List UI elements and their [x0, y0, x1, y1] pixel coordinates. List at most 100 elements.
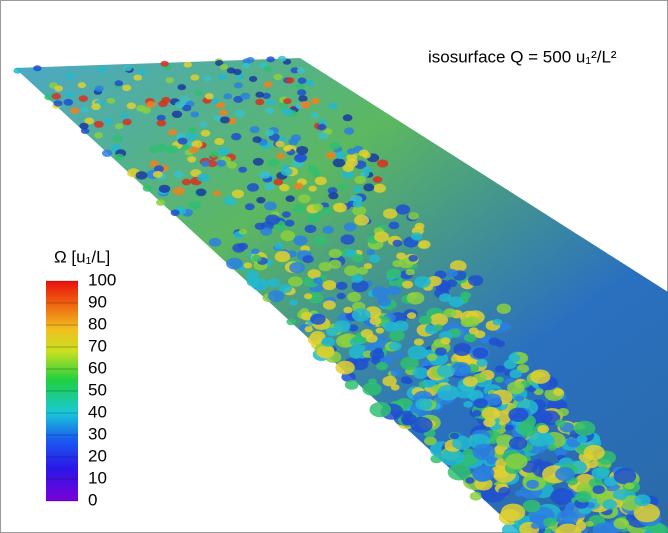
vortex	[352, 186, 362, 193]
vortex	[336, 292, 346, 300]
vortex	[392, 260, 403, 268]
vortex	[210, 97, 220, 105]
vortex	[344, 380, 359, 390]
vortex	[488, 337, 500, 346]
vortex	[262, 92, 271, 99]
vortex	[160, 60, 169, 67]
vortex	[448, 296, 464, 308]
colorbar-tick-label: 70	[88, 336, 107, 355]
vortex	[289, 262, 305, 274]
colorbar-tick-label: 20	[88, 446, 107, 465]
vortex	[275, 140, 285, 148]
vortex	[174, 101, 185, 108]
vortex	[449, 432, 460, 440]
vortex	[255, 91, 264, 98]
vortex	[452, 435, 472, 450]
vortex	[348, 324, 359, 332]
vortex	[278, 283, 292, 294]
vortex	[347, 292, 362, 302]
vortex	[377, 159, 389, 168]
vortex	[234, 109, 246, 118]
vortex	[316, 345, 335, 359]
vortex	[152, 170, 163, 178]
vortex	[285, 77, 295, 84]
vortex	[53, 100, 63, 107]
vortex	[290, 134, 302, 142]
vortex	[123, 65, 132, 72]
vortex	[97, 66, 107, 73]
vortex	[550, 488, 575, 505]
vortex	[165, 77, 174, 84]
vortex	[406, 312, 417, 319]
vortex	[54, 85, 63, 92]
colorbar-ticks: 0 10 20 30 40 50 60 70 80 90 100	[46, 270, 116, 509]
vortex	[474, 330, 486, 339]
vortex	[508, 436, 528, 450]
vortex	[406, 291, 425, 305]
vortex	[240, 92, 251, 100]
vortex	[437, 384, 460, 401]
vortex	[314, 176, 327, 186]
vortex	[369, 401, 392, 418]
vortex	[242, 58, 251, 65]
vortex	[342, 114, 353, 122]
vortex	[422, 378, 437, 388]
vortex	[362, 382, 382, 396]
vortex	[226, 257, 243, 270]
vortex	[376, 361, 388, 371]
vortex	[335, 151, 347, 160]
vortex	[344, 265, 359, 277]
vortex	[304, 326, 313, 333]
vortex	[318, 261, 332, 272]
colorbar-tick-label: 90	[88, 292, 107, 311]
vortex	[366, 334, 378, 343]
vortex	[530, 369, 551, 384]
vortex	[195, 188, 207, 197]
vortex	[241, 62, 251, 69]
vortex	[351, 308, 371, 322]
vortex	[114, 153, 124, 161]
vortex	[325, 151, 336, 160]
vortex	[273, 73, 283, 81]
vortex	[220, 116, 230, 124]
vortex	[126, 102, 136, 110]
vortex	[351, 274, 363, 283]
vortex	[267, 278, 281, 288]
vortex	[555, 467, 575, 482]
vortex	[446, 269, 458, 278]
vortex	[509, 369, 522, 379]
vortex	[171, 110, 183, 119]
vortex	[390, 368, 402, 377]
vortex	[201, 160, 210, 167]
vortex	[190, 74, 200, 81]
vortex	[106, 97, 116, 104]
vortex	[313, 236, 327, 246]
vortex	[308, 185, 317, 192]
vortex	[282, 107, 293, 116]
vortex	[80, 106, 89, 113]
vortex	[557, 408, 569, 417]
vortex	[219, 64, 229, 71]
vortex	[526, 479, 539, 489]
vortex	[543, 517, 557, 527]
vortex	[266, 56, 275, 63]
vortex	[213, 114, 222, 121]
vortex	[418, 240, 431, 249]
vortex	[278, 102, 289, 110]
vortex	[505, 453, 528, 470]
vortex	[407, 345, 428, 360]
vortex	[328, 248, 342, 259]
vortex	[63, 98, 74, 106]
vortex	[447, 464, 471, 481]
vortex	[418, 315, 432, 325]
vortex	[265, 214, 280, 226]
vortex	[170, 209, 180, 217]
vortex	[223, 93, 233, 100]
vortex	[328, 192, 339, 200]
vortex	[325, 327, 339, 337]
vortex	[500, 503, 526, 521]
vortex	[402, 280, 414, 289]
vortex	[297, 89, 307, 96]
vortex	[483, 418, 496, 428]
vortex	[183, 61, 192, 68]
